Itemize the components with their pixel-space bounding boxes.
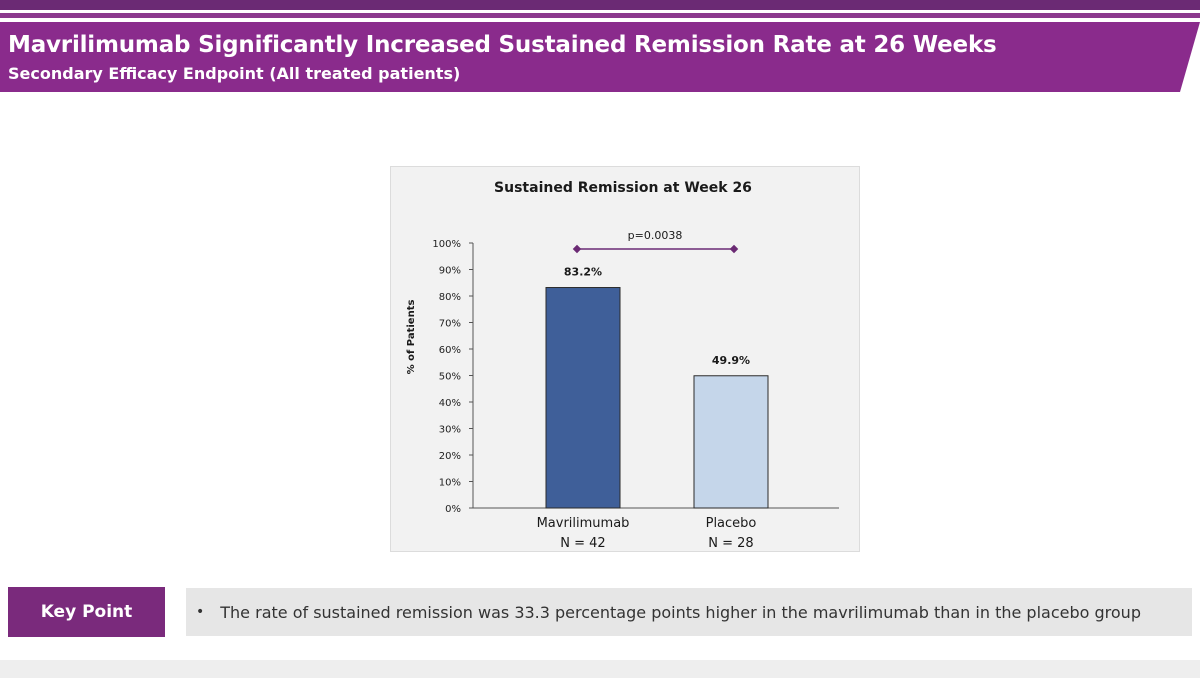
bar-value-label: 83.2%	[564, 266, 602, 279]
slide-header	[0, 22, 1200, 92]
key-point-label-box: Key Point	[8, 587, 165, 637]
p-value-annotation: p=0.0038	[628, 229, 683, 242]
y-tick-label: 0%	[445, 504, 461, 515]
x-category-sublabel: N = 42	[560, 536, 605, 551]
chart-panel: Sustained Remission at Week 26 % of Pati…	[390, 166, 860, 552]
slide-title: Mavrilimumab Significantly Increased Sus…	[8, 32, 997, 58]
bar-chart: Sustained Remission at Week 26 % of Pati…	[406, 180, 839, 551]
key-point-label: Key Point	[40, 602, 133, 622]
bullet-icon: •	[196, 604, 205, 620]
y-tick-label: 90%	[439, 266, 461, 277]
significance-marker	[729, 244, 739, 254]
key-point-text: The rate of sustained remission was 33.3…	[220, 602, 1141, 622]
y-tick-label: 40%	[439, 398, 461, 409]
key-point-text-box: • The rate of sustained remission was 33…	[186, 588, 1192, 636]
top-accent-line	[0, 13, 1200, 18]
y-tick-label: 20%	[439, 451, 461, 462]
x-category-label: Mavrilimumab	[537, 516, 630, 531]
y-tick-label: 30%	[439, 425, 461, 436]
y-tick-label: 70%	[439, 319, 461, 330]
slide-subtitle: Secondary Efficacy Endpoint (All treated…	[8, 64, 461, 83]
y-tick-label: 60%	[439, 345, 461, 356]
x-category-label: Placebo	[706, 516, 757, 531]
top-accent-bar	[0, 0, 1200, 10]
y-axis-label: % of Patients	[406, 300, 417, 375]
chart-title: Sustained Remission at Week 26	[494, 180, 752, 196]
y-tick-label: 50%	[439, 372, 461, 383]
y-tick-label: 100%	[432, 239, 461, 250]
y-tick-label: 80%	[439, 292, 461, 303]
bar	[545, 287, 621, 509]
significance-marker	[572, 244, 582, 254]
bar	[693, 375, 769, 509]
bottom-strip	[0, 660, 1200, 678]
x-category-sublabel: N = 28	[708, 536, 753, 551]
y-tick-label: 10%	[439, 478, 461, 489]
bar-value-label: 49.9%	[712, 354, 750, 367]
